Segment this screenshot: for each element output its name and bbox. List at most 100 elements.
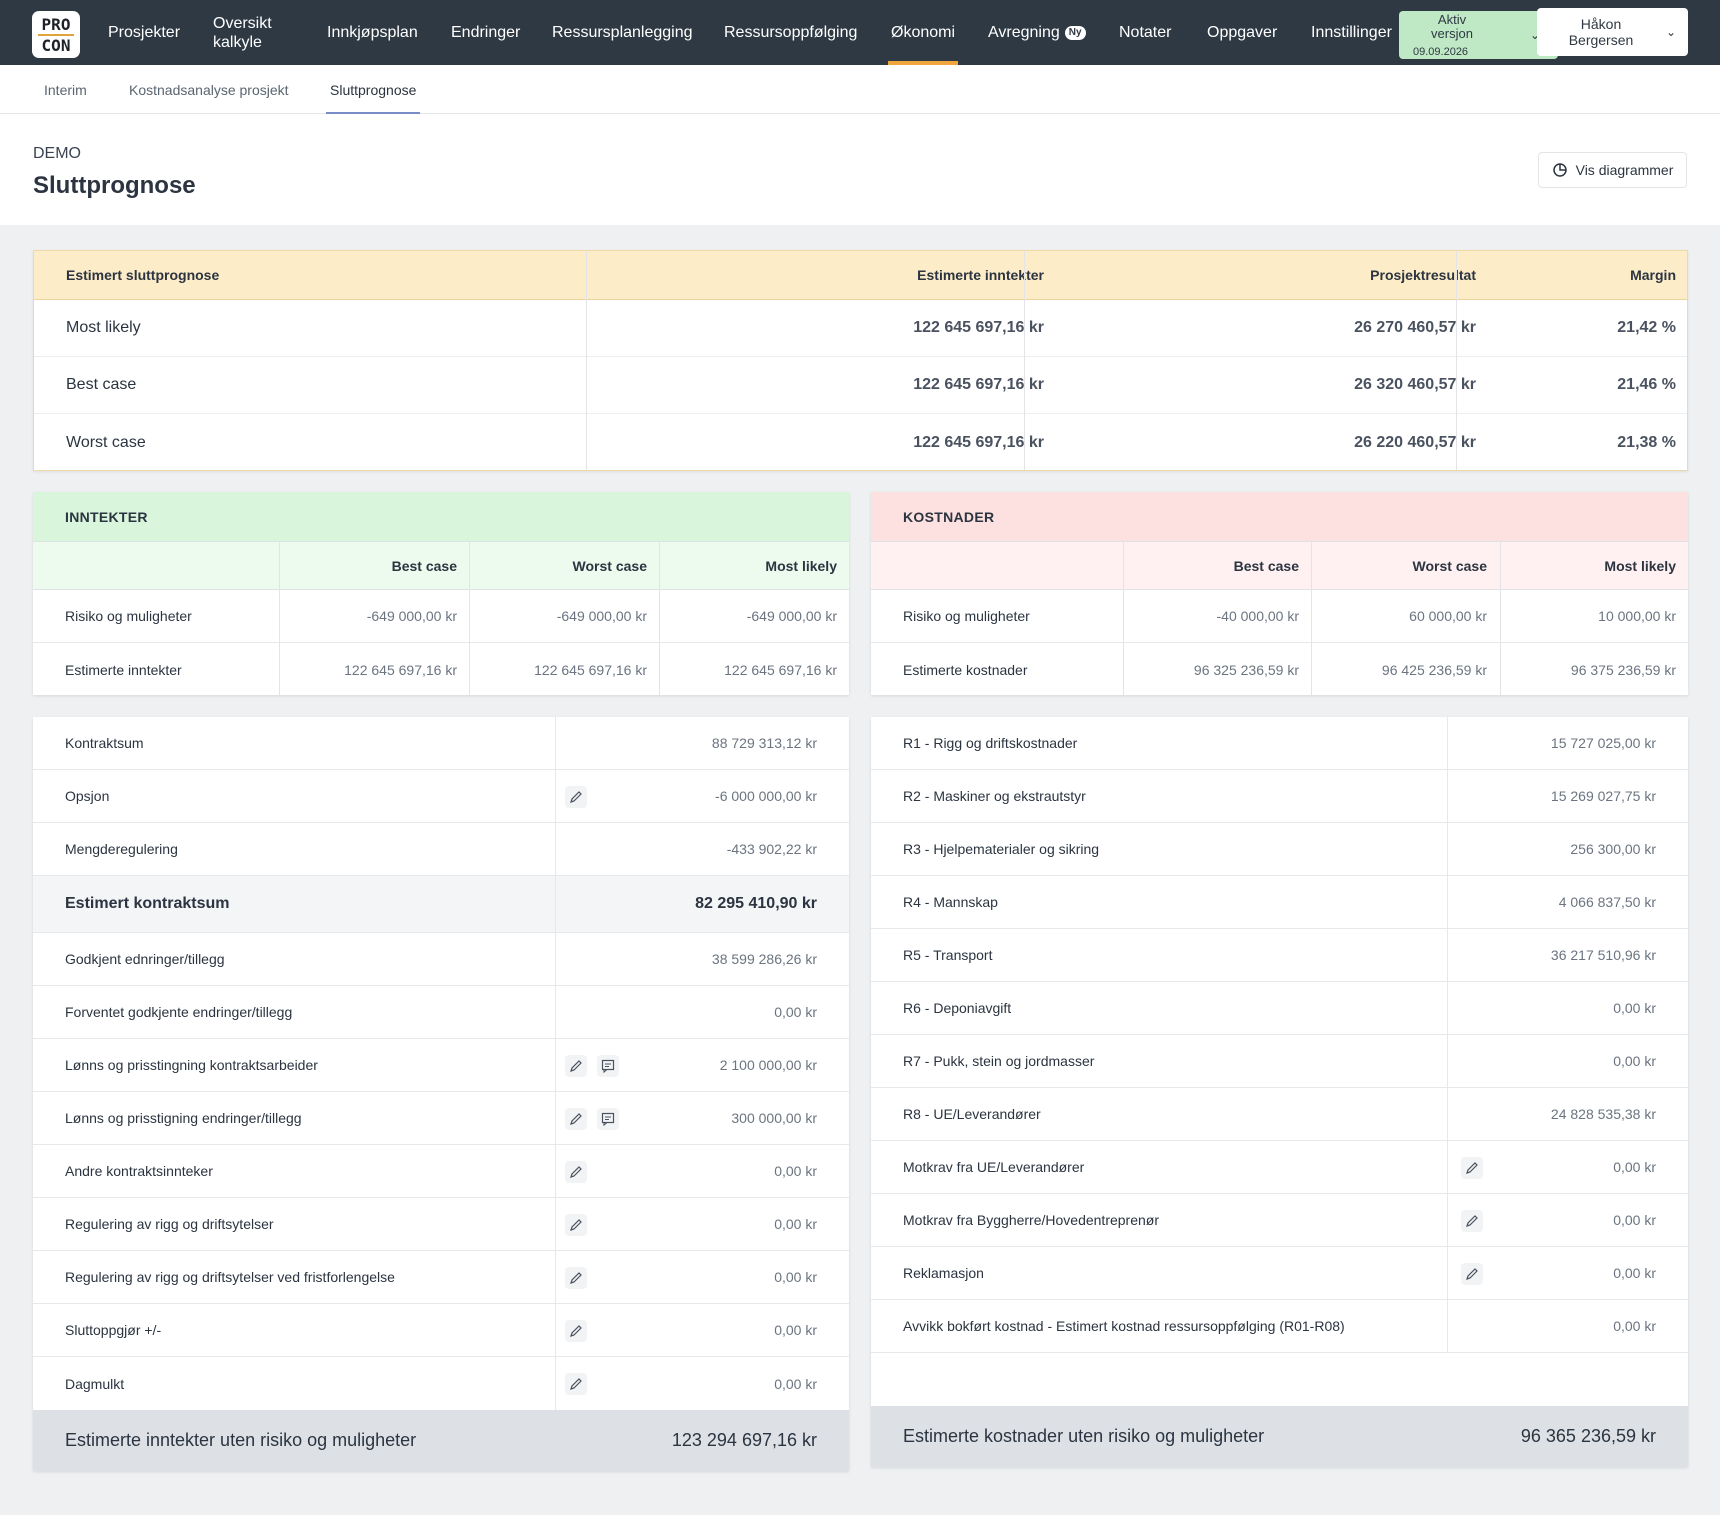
cost-item-label: Motkrav fra Byggherre/Hovedentreprenør: [903, 1212, 1159, 1228]
column-divider: [555, 876, 556, 932]
column-divider: [469, 541, 470, 695]
income-estimate-best: 122 645 697,16 kr: [344, 661, 457, 678]
cost-item-value: 0,00 kr: [1613, 1053, 1656, 1069]
list-item: Andre kontraktsinnteker 0,00 kr: [33, 1145, 849, 1198]
show-charts-button[interactable]: Vis diagrammer: [1538, 152, 1687, 188]
comment-icon[interactable]: [597, 1055, 619, 1077]
list-item: Forventet godkjente endringer/tillegg 0,…: [33, 986, 849, 1039]
cost-item-value: 0,00 kr: [1613, 1318, 1656, 1334]
tab-interim[interactable]: Interim: [44, 81, 87, 98]
project-name: DEMO: [33, 145, 81, 162]
list-item: R1 - Rigg og driftskostnader 15 727 025,…: [871, 717, 1688, 770]
page-title: Sluttprognose: [33, 172, 196, 199]
cost-item-label: Motkrav fra UE/Leverandører: [903, 1159, 1085, 1175]
income-item-label: Andre kontraktsinnteker: [65, 1163, 213, 1179]
income-panel-header: Best case Worst case Most likely: [33, 541, 849, 590]
income-item-value: 0,00 kr: [774, 1004, 817, 1020]
cost-item-label: R1 - Rigg og driftskostnader: [903, 735, 1078, 751]
list-item: Regulering av rigg og driftsytelser ved …: [33, 1251, 849, 1304]
list-item: Kontraktsum 88 729 313,12 kr: [33, 717, 849, 770]
income-total-label: Estimerte inntekter uten risiko og mulig…: [65, 1430, 417, 1450]
version-label: Aktiv versjon: [1431, 12, 1473, 41]
income-risk-likely: -649 000,00 kr: [746, 608, 837, 624]
version-selector[interactable]: Aktiv versjon 09.09.2026 ⌄: [1399, 11, 1558, 59]
column-divider: [1447, 1141, 1448, 1193]
nav-item-ressursoppfolging[interactable]: Ressursoppfølging: [724, 24, 858, 41]
income-item-label: Estimert kontraktsum: [65, 895, 230, 912]
edit-pencil-icon[interactable]: [565, 1373, 587, 1395]
column-divider: [1447, 929, 1448, 981]
cost-item-value: 0,00 kr: [1613, 1000, 1656, 1016]
tab-kostnadsanalyse-prosjekt[interactable]: Kostnadsanalyse prosjekt: [129, 81, 289, 98]
nav-item-avregning-label: Avregning: [988, 24, 1060, 41]
list-item: Lønns og prisstingning kontraktsarbeider…: [33, 1039, 849, 1092]
user-name: Håkon Bergersen: [1568, 16, 1634, 48]
edit-pencil-icon[interactable]: [565, 1161, 587, 1183]
nav-item-oversikt-kalkyle[interactable]: Oversikt kalkyle: [213, 14, 272, 51]
summary-header-row: Estimert sluttprognose Estimerte inntekt…: [34, 251, 1687, 300]
edit-pencil-icon[interactable]: [565, 1320, 587, 1342]
income-item-value: -6 000 000,00 kr: [715, 788, 817, 804]
income-estimate-label: Estimerte inntekter: [65, 661, 182, 678]
nav-item-notater[interactable]: Notater: [1119, 24, 1172, 41]
cost-risk-best: -40 000,00 kr: [1216, 608, 1300, 624]
column-divider: [555, 1251, 556, 1303]
column-divider: [659, 541, 660, 695]
column-divider: [1447, 1194, 1448, 1246]
chevron-down-icon: ⌄: [1529, 28, 1540, 42]
nav-item-okonomi[interactable]: Økonomi: [888, 0, 959, 65]
list-item: R6 - Deponiavgift 0,00 kr: [871, 982, 1688, 1035]
list-item: Sluttoppgjør +/- 0,00 kr: [33, 1304, 849, 1357]
nav-item-oppgaver[interactable]: Oppgaver: [1207, 24, 1278, 41]
edit-pencil-icon[interactable]: [565, 1055, 587, 1077]
nav-item-prosjekter[interactable]: Prosjekter: [108, 24, 181, 41]
edit-pencil-icon[interactable]: [565, 786, 587, 808]
income-item-label: Lønns og prisstingning kontraktsarbeider: [65, 1057, 318, 1073]
income-item-label: Dagmulkt: [65, 1375, 125, 1392]
cost-item-label: R3 - Hjelpematerialer og sikring: [903, 841, 1100, 857]
user-menu[interactable]: Håkon Bergersen ⌄: [1537, 8, 1688, 56]
column-divider: [1447, 1247, 1448, 1299]
edit-pencil-icon[interactable]: [565, 1267, 587, 1289]
tab-sluttprognose[interactable]: Sluttprognose: [325, 65, 421, 114]
cost-item-value: 24 828 535,38 kr: [1550, 1106, 1656, 1122]
nav-item-innstillinger[interactable]: Innstillinger: [1311, 24, 1392, 41]
cost-total-row: Estimerte kostnader uten risiko og mulig…: [871, 1406, 1688, 1467]
nav-item-endringer[interactable]: Endringer: [451, 24, 521, 41]
nav-item-avregning[interactable]: Avregning Ny: [988, 0, 1086, 65]
nav-item-okonomi-label: Økonomi: [891, 24, 956, 41]
income-item-label: Kontraktsum: [65, 735, 144, 751]
edit-pencil-icon[interactable]: [1461, 1157, 1483, 1179]
summary-row-result: 26 220 460,57 kr: [1354, 433, 1476, 451]
edit-pencil-icon[interactable]: [1461, 1263, 1483, 1285]
cost-risk-likely: 10 000,00 kr: [1598, 608, 1676, 624]
summary-header-forecast: Estimert sluttprognose: [66, 267, 220, 283]
column-divider: [1447, 982, 1448, 1034]
income-header-best: Best case: [391, 557, 457, 574]
edit-pencil-icon[interactable]: [565, 1108, 587, 1130]
summary-row-income: 122 645 697,16 kr: [913, 319, 1044, 336]
procon-logo[interactable]: PRO CON: [32, 11, 80, 58]
cost-risk-worst: 60 000,00 kr: [1409, 608, 1487, 624]
chevron-down-icon: ⌄: [1665, 25, 1676, 39]
forecast-summary-table: Estimert sluttprognose Estimerte inntekt…: [33, 250, 1688, 471]
logo-divider: [38, 33, 74, 36]
cost-item-label: Reklamasjon: [903, 1265, 984, 1281]
comment-icon[interactable]: [597, 1108, 619, 1130]
edit-pencil-icon[interactable]: [565, 1214, 587, 1236]
list-item: R5 - Transport 36 217 510,96 kr: [871, 929, 1688, 982]
cost-item-value: 0,00 kr: [1613, 1265, 1656, 1281]
income-item-value: 0,00 kr: [774, 1375, 817, 1392]
nav-item-innkjopsplan[interactable]: Innkjøpsplan: [327, 24, 418, 41]
edit-pencil-icon[interactable]: [1461, 1210, 1483, 1232]
nav-item-ressursplanlegging[interactable]: Ressursplanlegging: [552, 24, 693, 41]
income-item-value: 0,00 kr: [774, 1216, 817, 1232]
cost-estimate-label: Estimerte kostnader: [903, 661, 1028, 678]
cost-item-label: R8 - UE/Leverandører: [903, 1106, 1041, 1122]
list-item: Godkjent ednringer/tillegg 38 599 286,26…: [33, 933, 849, 986]
income-estimate-row: Estimerte inntekter 122 645 697,16 kr 12…: [33, 643, 849, 696]
summary-header-income: Estimerte inntekter: [917, 267, 1044, 283]
cost-item-label: R5 - Transport: [903, 947, 993, 963]
logo-text-top: PRO: [41, 14, 71, 34]
list-item: R2 - Maskiner og ekstrautstyr 15 269 027…: [871, 770, 1688, 823]
